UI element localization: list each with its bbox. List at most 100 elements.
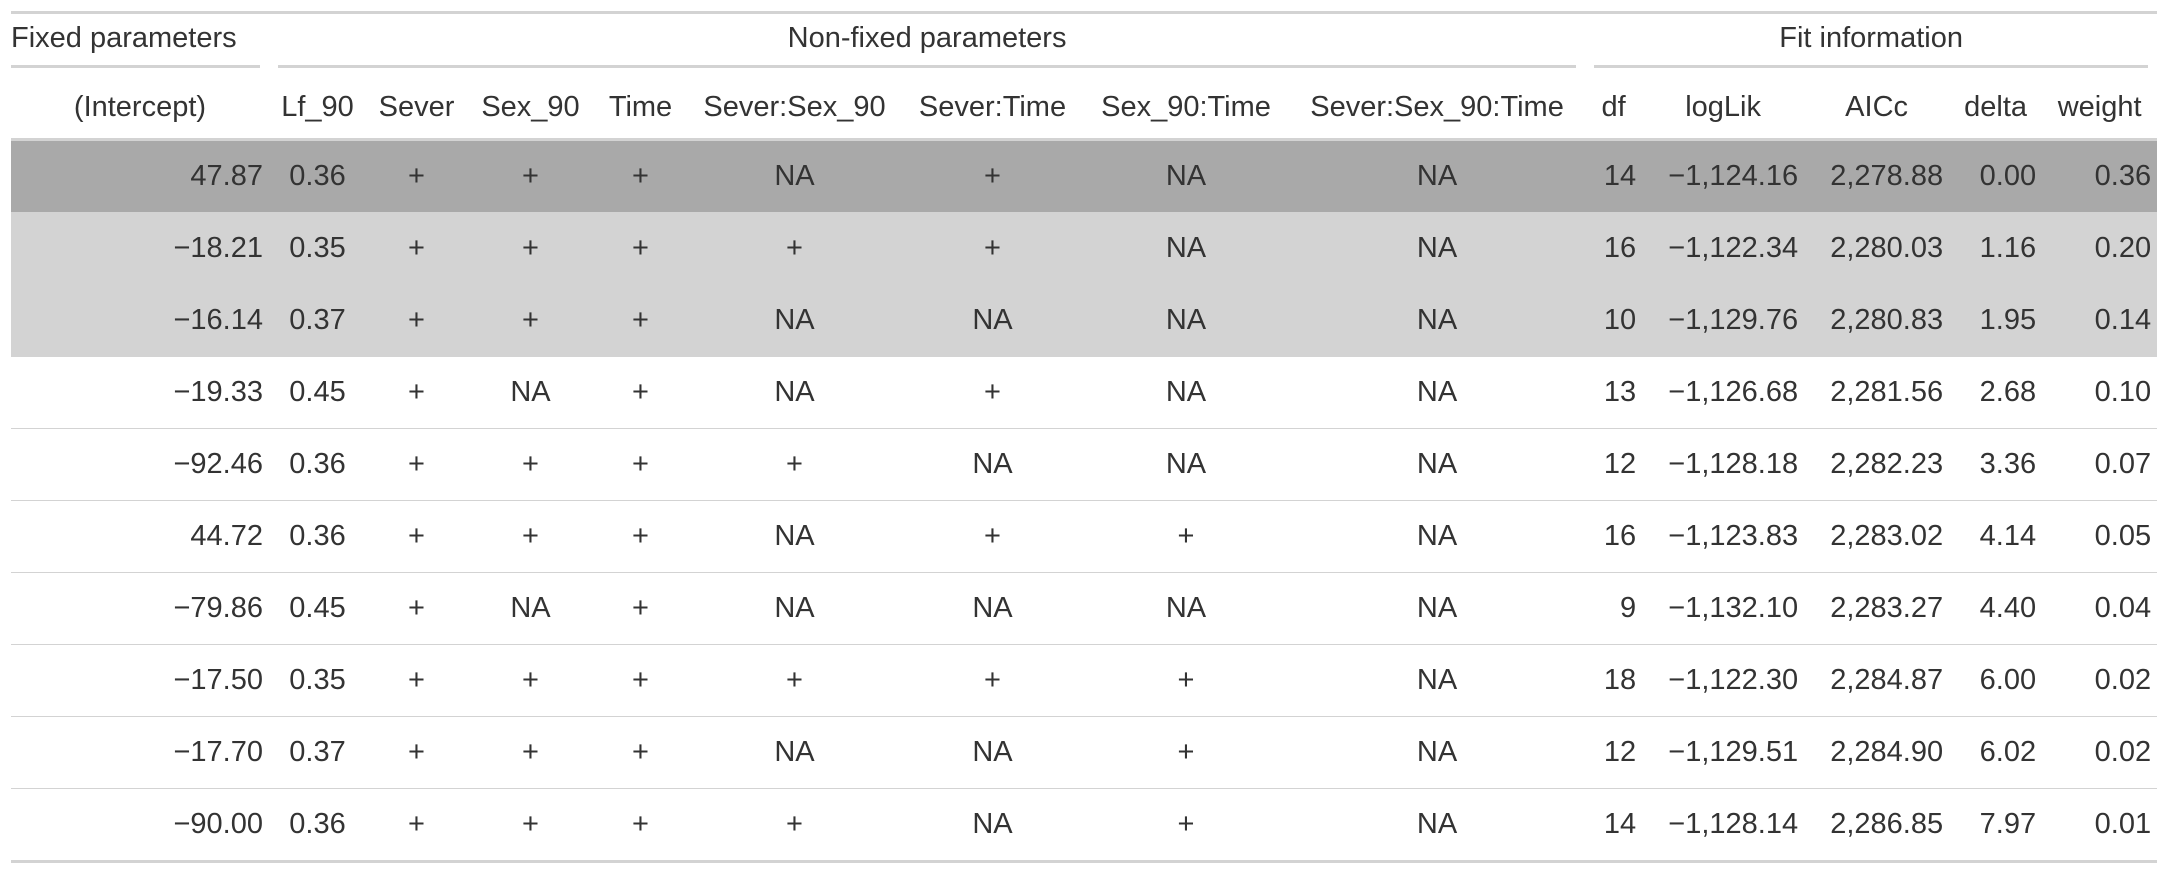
column-header: weight — [2042, 76, 2158, 141]
table-cell: −19.33 — [11, 356, 269, 429]
table-cell: 4.40 — [1949, 572, 2043, 645]
table-cell: 14 — [1585, 139, 1643, 213]
table-cell: −1,123.83 — [1642, 500, 1805, 573]
table-cell: −92.46 — [11, 428, 269, 501]
table-cell: NA — [1083, 572, 1289, 645]
table-cell: 0.35 — [269, 212, 366, 285]
table-cell: NA — [687, 716, 902, 789]
table-cell: 14 — [1585, 788, 1643, 863]
table-cell: + — [467, 788, 594, 863]
table-cell: −1,129.51 — [1642, 716, 1805, 789]
column-header: (Intercept) — [11, 76, 269, 141]
table-cell: 0.07 — [2042, 428, 2158, 501]
table-cell: + — [1083, 500, 1289, 573]
table-cell: NA — [1289, 212, 1586, 285]
column-header: Sex_90 — [467, 76, 594, 141]
table-cell: NA — [687, 139, 902, 213]
table-cell: + — [467, 284, 594, 357]
table-cell: −17.70 — [11, 716, 269, 789]
table-cell: + — [467, 500, 594, 573]
table-cell: + — [594, 212, 687, 285]
table-cell: 2,278.88 — [1804, 139, 1950, 213]
table-cell: NA — [1083, 212, 1289, 285]
table-cell: 3.36 — [1949, 428, 2043, 501]
table-cell: −90.00 — [11, 788, 269, 863]
table-cell: −1,132.10 — [1642, 572, 1805, 645]
table-cell: 16 — [1585, 500, 1643, 573]
table-cell: NA — [1289, 284, 1586, 357]
table-cell: + — [687, 212, 902, 285]
table-cell: 6.00 — [1949, 644, 2043, 717]
table-cell: + — [902, 644, 1083, 717]
column-header: delta — [1949, 76, 2043, 141]
table-cell: + — [902, 139, 1083, 213]
table-row: −18.21 0.35 + + + + + NA NA 16 −1,122.34 2,280.03 1.… — [11, 212, 2158, 285]
table-cell: + — [366, 788, 467, 863]
table-row: −79.86 0.45 + NA + NA NA NA NA 9 −1,132.10 2,283.27… — [11, 572, 2158, 645]
table-cell: 0.02 — [2042, 644, 2158, 717]
table-cell: + — [594, 356, 687, 429]
table-cell: NA — [687, 356, 902, 429]
table-cell: −1,128.18 — [1642, 428, 1805, 501]
table-cell: + — [687, 788, 902, 863]
table-cell: 2,283.27 — [1804, 572, 1950, 645]
table-cell: + — [902, 500, 1083, 573]
table-row: 44.72 0.36 + + + NA + + NA 16 −1,123.83 2,283.02 4.1… — [11, 500, 2158, 573]
table-cell: 10 — [1585, 284, 1643, 357]
table-cell: −1,129.76 — [1642, 284, 1805, 357]
table-cell: 0.05 — [2042, 500, 2158, 573]
column-header: Sever:Time — [902, 76, 1083, 141]
table-cell: −1,126.68 — [1642, 356, 1805, 429]
table-cell: NA — [1289, 572, 1586, 645]
table-cell: 2,280.03 — [1804, 212, 1950, 285]
table-cell: NA — [1289, 788, 1586, 863]
table-cell: 0.02 — [2042, 716, 2158, 789]
table-cell: + — [467, 212, 594, 285]
table-cell: NA — [467, 356, 594, 429]
table-row: 47.87 0.36 + + + NA + NA NA 14 −1,124.16 2,278.88 0.… — [11, 139, 2158, 213]
table-cell: 2,286.85 — [1804, 788, 1950, 863]
spanner-label: Fixed parameters — [11, 22, 260, 68]
table-cell: −1,128.14 — [1642, 788, 1805, 863]
table-cell: NA — [1083, 284, 1289, 357]
spanner-cell: Fit information — [1585, 13, 2157, 77]
table-cell: 0.14 — [2042, 284, 2158, 357]
table-cell: 16 — [1585, 212, 1643, 285]
table-cell: 0.45 — [269, 572, 366, 645]
table-cell: 1.16 — [1949, 212, 2043, 285]
table-cell: NA — [902, 716, 1083, 789]
table-cell: 0.36 — [269, 788, 366, 863]
table-cell: + — [594, 139, 687, 213]
table-cell: + — [687, 644, 902, 717]
table-cell: NA — [902, 428, 1083, 501]
table-cell: + — [902, 212, 1083, 285]
table-cell: 2,282.23 — [1804, 428, 1950, 501]
table-cell: + — [687, 428, 902, 501]
spanner-cell: Non-fixed parameters — [269, 13, 1585, 77]
spanner-label: Non-fixed parameters — [278, 22, 1577, 68]
table-cell: NA — [687, 572, 902, 645]
table-cell: −1,122.30 — [1642, 644, 1805, 717]
table-cell: 2,283.02 — [1804, 500, 1950, 573]
table-cell: 0.20 — [2042, 212, 2158, 285]
table-cell: 2.68 — [1949, 356, 2043, 429]
table-cell: 0.04 — [2042, 572, 2158, 645]
table-cell: 0.36 — [269, 500, 366, 573]
table-cell: 0.01 — [2042, 788, 2158, 863]
header-row: (Intercept) Lf_90 Sever Sex_90 Time Sever:Sex… — [11, 76, 2158, 141]
table-cell: NA — [1289, 644, 1586, 717]
table-cell: + — [366, 356, 467, 429]
column-header: Sex_90:Time — [1083, 76, 1289, 141]
table-cell: −1,122.34 — [1642, 212, 1805, 285]
spanner-row: Fixed parameters Non-fixed parameters Fit … — [11, 13, 2157, 77]
table-cell: 0.37 — [269, 716, 366, 789]
table-cell: 9 — [1585, 572, 1643, 645]
column-header: AICc — [1804, 76, 1950, 141]
table-cell: NA — [1289, 139, 1586, 213]
table-row: −19.33 0.45 + NA + NA + NA NA 13 −1,126.68 2,281.56… — [11, 356, 2158, 429]
table-cell: 18 — [1585, 644, 1643, 717]
table-cell: 12 — [1585, 428, 1643, 501]
table-cell: + — [902, 356, 1083, 429]
table-cell: 1.95 — [1949, 284, 2043, 357]
